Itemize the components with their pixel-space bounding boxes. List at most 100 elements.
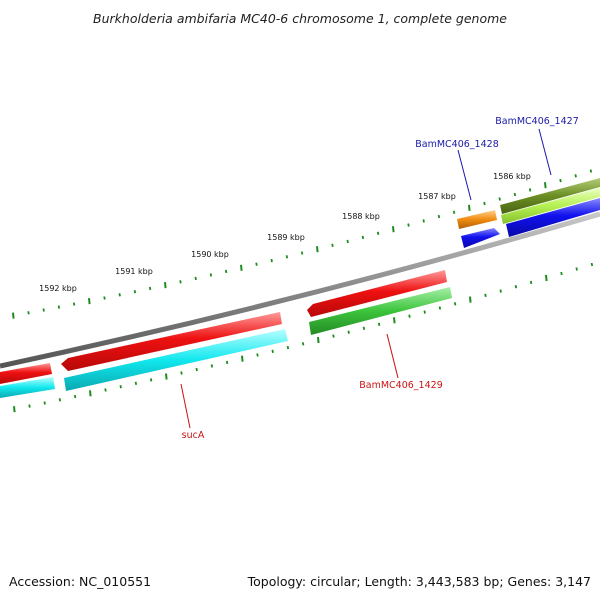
ruler-tick xyxy=(544,182,547,189)
ruler-tick xyxy=(13,406,16,413)
ruler-tick xyxy=(362,326,366,330)
ruler-tick xyxy=(574,174,577,178)
gene-bammc406-1428[interactable] xyxy=(457,210,497,229)
ruler-tick xyxy=(301,342,305,346)
genome-summary-text: Topology: circular; Length: 3,443,583 bp… xyxy=(247,574,591,589)
ruler-tick xyxy=(88,298,91,305)
ruler-tick xyxy=(407,223,410,227)
ruler-tick xyxy=(408,314,411,318)
ruler-tick xyxy=(210,364,214,368)
gene-red-left[interactable] xyxy=(0,363,52,384)
gene-blue-small[interactable] xyxy=(461,228,500,248)
gene-labels: BamMC406_1427 BamMC406_1428 BamMC406_142… xyxy=(182,116,579,441)
ruler-label-1592: 1592 kbp xyxy=(39,284,77,293)
ruler-tick xyxy=(256,353,259,357)
ruler-tick xyxy=(133,290,137,294)
ruler-tick xyxy=(347,330,350,334)
gene-cyan-main[interactable] xyxy=(64,329,288,391)
ruler-tick xyxy=(57,305,61,309)
gene-label-leaders xyxy=(180,128,552,429)
gene-label-bammc406-1428[interactable]: BamMC406_1428 xyxy=(415,139,498,150)
ruler-tick xyxy=(452,210,456,214)
ruler-tick xyxy=(58,398,62,402)
ruler-ticks-outer xyxy=(12,169,593,319)
ruler-tick xyxy=(316,246,319,253)
reverse-strand-genes xyxy=(0,198,600,398)
ruler-label-1589: 1589 kbp xyxy=(267,233,305,242)
ruler-tick xyxy=(559,178,562,183)
ruler-tick xyxy=(422,219,425,223)
ruler-tick xyxy=(72,302,76,306)
ruler-tick xyxy=(285,255,289,259)
ruler-tick xyxy=(361,235,365,240)
ruler-label-1586: 1586 kbp xyxy=(493,172,531,181)
ruler-tick xyxy=(271,349,274,353)
ruler-tick xyxy=(392,226,395,233)
ruler-label-1591: 1591 kbp xyxy=(115,267,153,276)
ruler-tick xyxy=(180,371,183,375)
forward-strand-genes xyxy=(0,178,600,384)
gene-suca[interactable] xyxy=(61,312,282,371)
ruler-tick xyxy=(377,322,381,326)
ruler-tick xyxy=(89,390,92,397)
gene-olive[interactable] xyxy=(500,178,600,214)
ruler-tick xyxy=(286,345,290,350)
ruler-tick xyxy=(437,214,441,219)
ruler-label-1587: 1587 kbp xyxy=(418,192,456,201)
ruler-label-1588: 1588 kbp xyxy=(342,212,380,221)
ruler-tick xyxy=(28,404,31,408)
ruler-tick xyxy=(134,381,138,385)
leader-suca xyxy=(180,383,191,429)
ruler-tick xyxy=(453,302,457,306)
gene-bammc406-1427[interactable] xyxy=(506,198,600,237)
ruler-tick xyxy=(43,401,46,405)
ruler-tick xyxy=(317,336,320,344)
ruler-tick xyxy=(575,267,578,271)
ruler-tick xyxy=(119,385,122,389)
ruler-tick xyxy=(438,306,442,310)
gene-label-suca[interactable]: sucA xyxy=(182,430,205,441)
gene-bammc406-1429[interactable] xyxy=(309,287,452,335)
ruler-tick xyxy=(240,264,243,271)
gene-lime[interactable] xyxy=(501,188,600,224)
ruler-label-1590: 1590 kbp xyxy=(191,250,229,259)
ruler-tick xyxy=(545,274,548,282)
ruler-tick xyxy=(224,269,228,274)
ruler-tick xyxy=(270,258,273,263)
ruler-tick xyxy=(300,251,304,255)
ruler-tick xyxy=(241,355,244,362)
ruler-tick xyxy=(225,360,229,365)
ruler-tick xyxy=(423,310,426,314)
leader-bammc406-1427 xyxy=(538,128,552,176)
ruler-tick xyxy=(165,373,168,380)
ruler-tick xyxy=(195,367,198,372)
ruler-tick xyxy=(498,197,501,201)
ruler-tick xyxy=(103,296,106,300)
ruler-tick xyxy=(483,201,486,206)
ruler-tick xyxy=(484,293,487,297)
ruler-tick xyxy=(468,204,471,211)
ruler-tick xyxy=(590,262,594,267)
ruler-labels: 1592 kbp 1591 kbp 1590 kbp 1589 kbp 1588… xyxy=(39,172,531,293)
ruler-tick xyxy=(179,280,182,284)
ruler-tick xyxy=(589,169,593,173)
gene-cyan-left[interactable] xyxy=(0,377,55,398)
gene-label-bammc406-1429[interactable]: BamMC406_1429 xyxy=(359,380,442,391)
ruler-tick xyxy=(27,311,30,315)
ruler-tick xyxy=(331,243,334,247)
gene-label-bammc406-1427[interactable]: BamMC406_1427 xyxy=(495,116,578,127)
ruler-tick xyxy=(499,289,502,293)
ruler-tick xyxy=(513,192,517,197)
ruler-tick xyxy=(42,308,45,312)
ruler-tick xyxy=(514,285,518,289)
ruler-tick xyxy=(194,276,197,281)
ruler-tick xyxy=(148,286,152,291)
gene-red-right[interactable] xyxy=(307,270,447,317)
ruler-tick xyxy=(209,273,213,277)
ruler-tick xyxy=(255,262,258,266)
ruler-tick xyxy=(332,334,335,338)
leader-bammc406-1428 xyxy=(457,149,472,201)
ruler-tick xyxy=(149,378,153,382)
ruler-tick xyxy=(528,188,532,192)
